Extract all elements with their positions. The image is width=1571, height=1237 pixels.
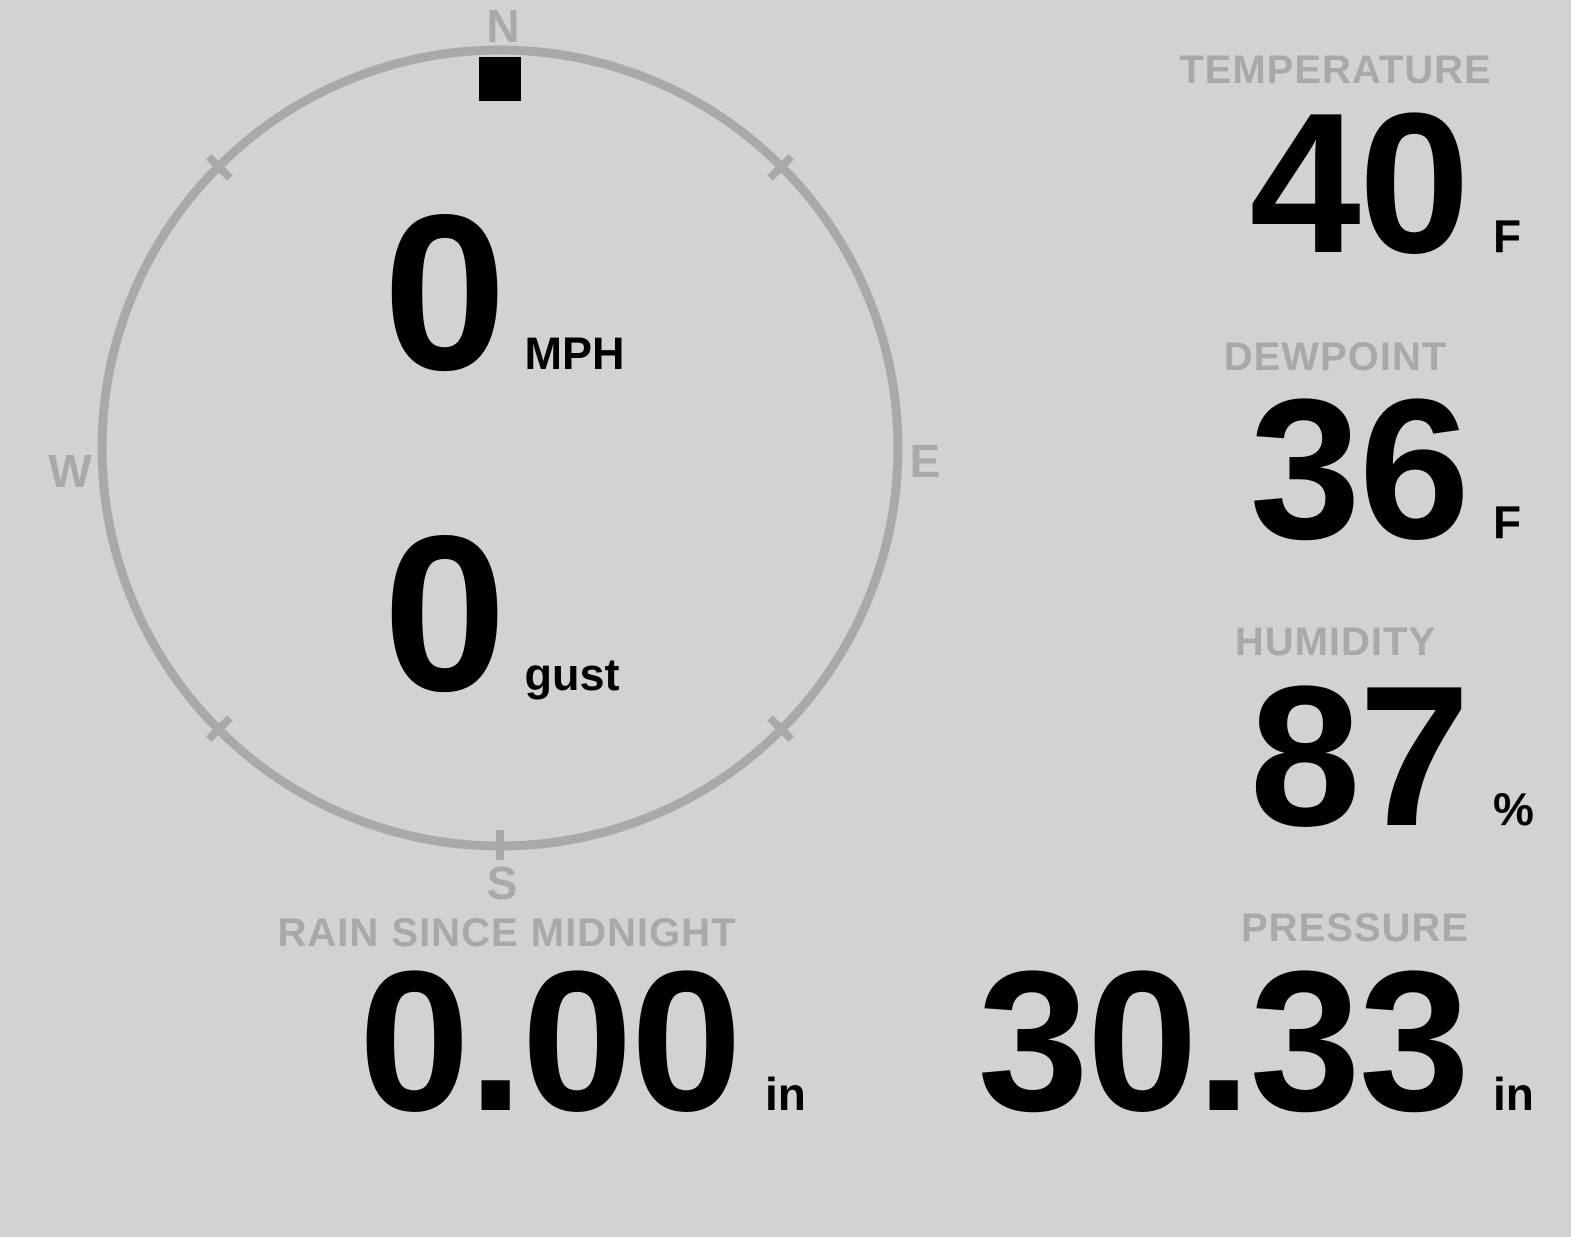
- humidity-value: 87: [1249, 645, 1470, 868]
- temperature-readout: 40 F: [900, 84, 1571, 284]
- compass-tick-ne: [767, 153, 795, 181]
- rain-label: RAIN SINCE MIDNIGHT: [277, 911, 737, 955]
- dewpoint-readout: 36 F: [900, 370, 1571, 570]
- compass-east-label: E: [909, 435, 941, 487]
- compass-tick-sw: [205, 715, 233, 743]
- humidity-label: HUMIDITY: [1234, 620, 1437, 664]
- compass-west-label: W: [48, 445, 92, 497]
- rain-value: 0.00: [358, 930, 742, 1153]
- dewpoint-label: DEWPOINT: [1223, 335, 1448, 379]
- wind-compass: N E S W 0 MPH 0 gust: [0, 0, 1000, 910]
- humidity-readout: 87 %: [900, 657, 1571, 857]
- pressure-value: 30.33: [977, 930, 1470, 1153]
- compass-tick-se: [767, 715, 795, 743]
- temperature-label: TEMPERATURE: [1179, 48, 1492, 92]
- pressure-label: PRESSURE: [1240, 906, 1470, 950]
- temperature-value: 40: [1249, 72, 1470, 295]
- dewpoint-value: 36: [1249, 358, 1470, 581]
- humidity-unit: %: [1493, 783, 1534, 835]
- compass-south-label: S: [486, 857, 518, 909]
- temperature-unit: F: [1493, 210, 1522, 262]
- wind-speed-readout: 0 MPH: [383, 182, 624, 404]
- wind-gust-readout: 0 gust: [383, 503, 619, 725]
- rain-unit: in: [765, 1068, 806, 1120]
- compass-tick-nw: [205, 153, 233, 181]
- pressure-readout: 30.33 in: [900, 942, 1571, 1142]
- wind-speed-unit: MPH: [524, 328, 625, 379]
- wind-direction-marker: [479, 57, 521, 101]
- compass-ring: [97, 45, 903, 860]
- wind-gust-value: 0: [383, 490, 506, 738]
- wind-gust-unit: gust: [524, 649, 620, 700]
- compass-north-label: N: [486, 0, 520, 52]
- dewpoint-unit: F: [1493, 496, 1522, 548]
- rain-readout: 0.00 in: [143, 942, 843, 1142]
- pressure-unit: in: [1493, 1068, 1534, 1120]
- wind-speed-value: 0: [383, 169, 506, 417]
